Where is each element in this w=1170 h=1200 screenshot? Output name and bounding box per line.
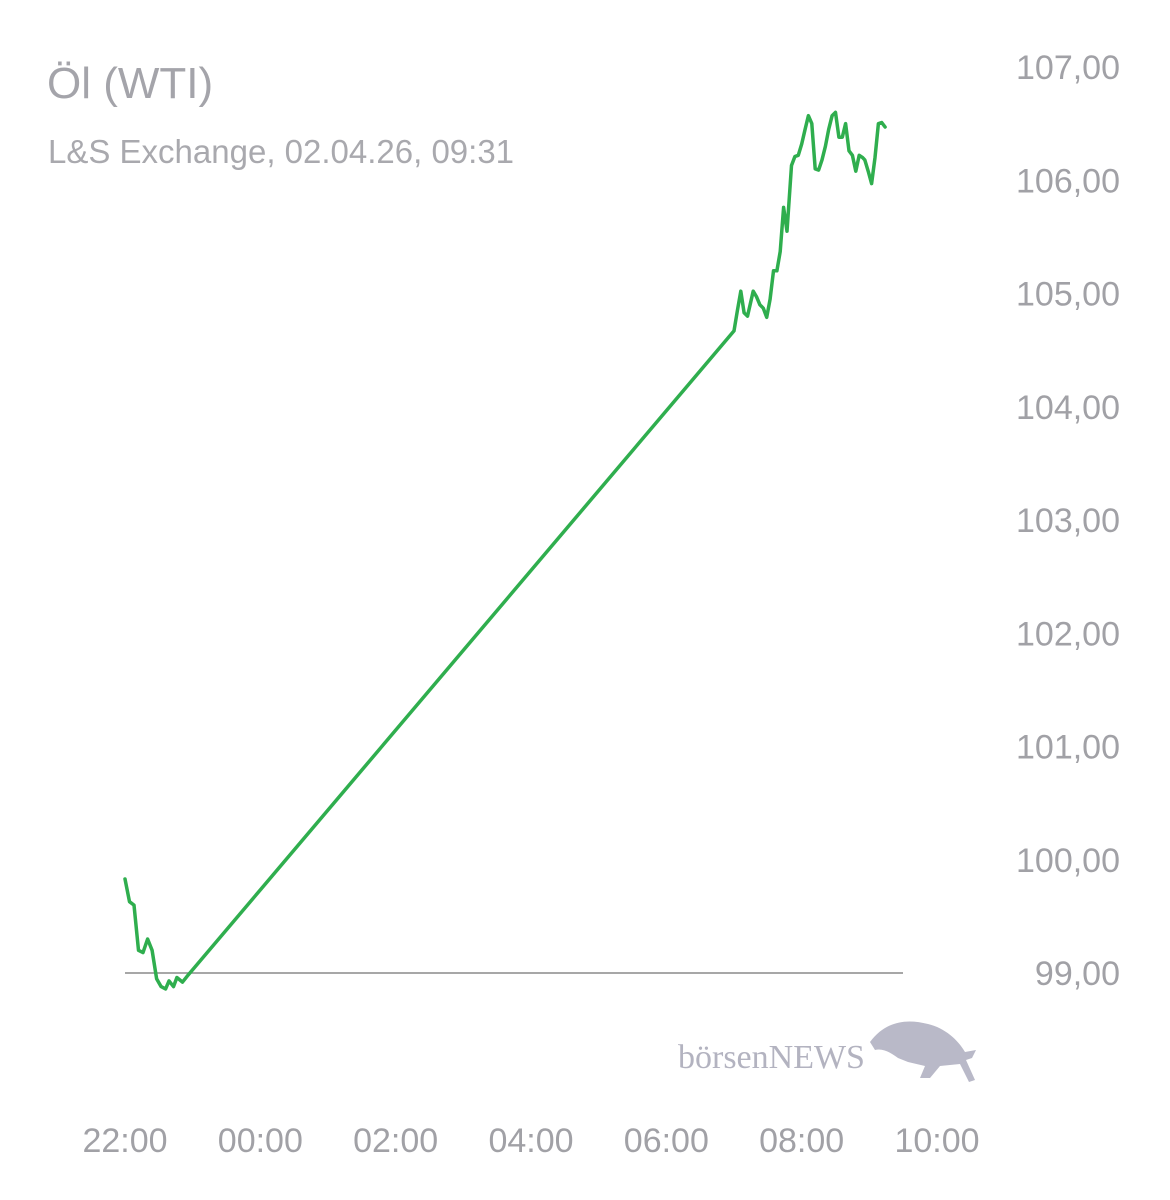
y-tick-label: 106,00: [1016, 162, 1120, 200]
x-tick-label: 06:00: [624, 1122, 709, 1160]
x-tick-label: 22:00: [82, 1122, 167, 1160]
series-layer: [123, 110, 887, 991]
y-tick-label: 100,00: [1016, 842, 1120, 880]
watermark: börsenNEWS: [678, 1021, 976, 1082]
x-tick-label: 00:00: [218, 1122, 303, 1160]
y-tick-label: 99,00: [1035, 955, 1120, 993]
y-tick-label: 101,00: [1016, 729, 1120, 767]
y-tick-label: 105,00: [1016, 276, 1120, 314]
y-tick-label: 104,00: [1016, 389, 1120, 427]
series-line: [123, 110, 887, 991]
y-tick-label: 107,00: [1016, 49, 1120, 87]
x-axis-labels: 22:00 00:00 02:00 04:00 06:00 08:00 10:00: [82, 1122, 979, 1160]
bull-logo-icon: [870, 1021, 976, 1082]
y-axis-labels: 107,00 106,00 105,00 104,00 103,00 102,00 101,…: [1016, 49, 1120, 993]
x-tick-label: 08:00: [759, 1122, 844, 1160]
chart-title: Öl (WTI): [47, 59, 213, 108]
chart-subtitle: L&S Exchange, 02.04.26, 09:31: [48, 133, 514, 170]
x-tick-label: 10:00: [894, 1122, 979, 1160]
y-tick-label: 103,00: [1016, 502, 1120, 540]
x-tick-label: 04:00: [488, 1122, 573, 1160]
x-tick-label: 02:00: [353, 1122, 438, 1160]
y-tick-label: 102,00: [1016, 615, 1120, 653]
watermark-text: börsenNEWS: [678, 1039, 865, 1076]
